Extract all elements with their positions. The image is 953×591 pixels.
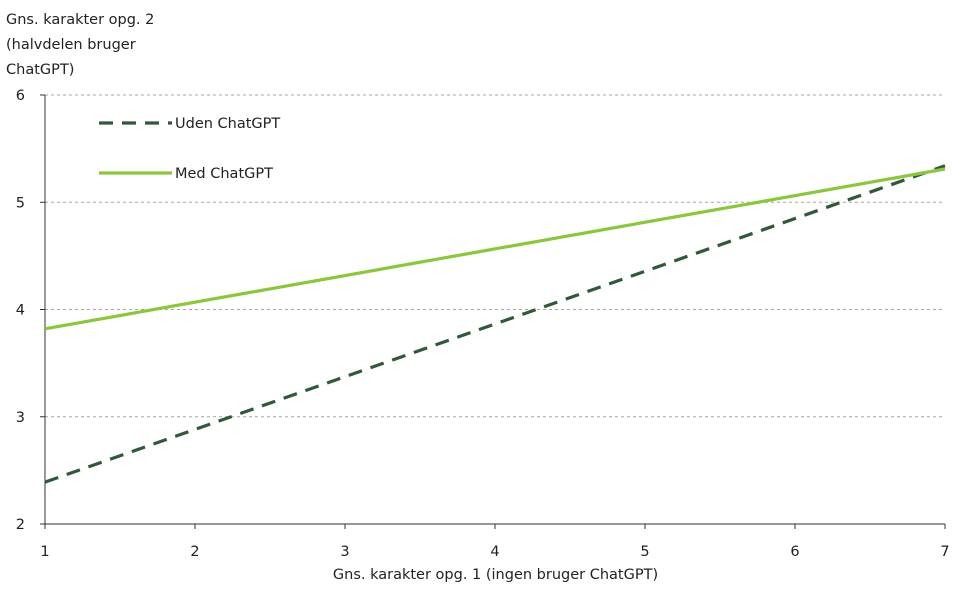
y-axis-label-line-1: Gns. karakter opg. 2 xyxy=(6,12,155,28)
x-tick-label-5: 5 xyxy=(640,544,649,560)
legend-label-2: Med ChatGPT xyxy=(175,166,273,182)
y-tick-label-2: 2 xyxy=(16,517,25,533)
y-axis-label-line-3: ChatGPT) xyxy=(6,62,75,78)
y-axis-label-line-2: (halvdelen bruger xyxy=(6,37,136,53)
x-tick-label-1: 1 xyxy=(40,544,49,560)
y-axis-label: Gns. karakter opg. 2 (halvdelen bruger C… xyxy=(6,8,236,83)
y-tick-label-6: 6 xyxy=(16,88,25,104)
x-tick-label-6: 6 xyxy=(790,544,799,560)
x-tick-label-7: 7 xyxy=(940,544,949,560)
x-tick-label-3: 3 xyxy=(340,544,349,560)
x-tick-label-4: 4 xyxy=(490,544,499,560)
series-line-2 xyxy=(44,167,946,331)
series-line-1 xyxy=(44,164,946,484)
legend-label-1: Uden ChatGPT xyxy=(175,116,280,132)
y-tick-label-5: 5 xyxy=(16,195,25,211)
x-tick-label-2: 2 xyxy=(190,544,199,560)
x-axis-label: Gns. karakter opg. 1 (ingen bruger ChatG… xyxy=(332,567,659,583)
y-tick-label-3: 3 xyxy=(16,410,25,426)
x-axis-label-container: Gns. karakter opg. 1 (ingen bruger ChatG… xyxy=(0,567,953,583)
y-tick-label-4: 4 xyxy=(16,303,25,319)
